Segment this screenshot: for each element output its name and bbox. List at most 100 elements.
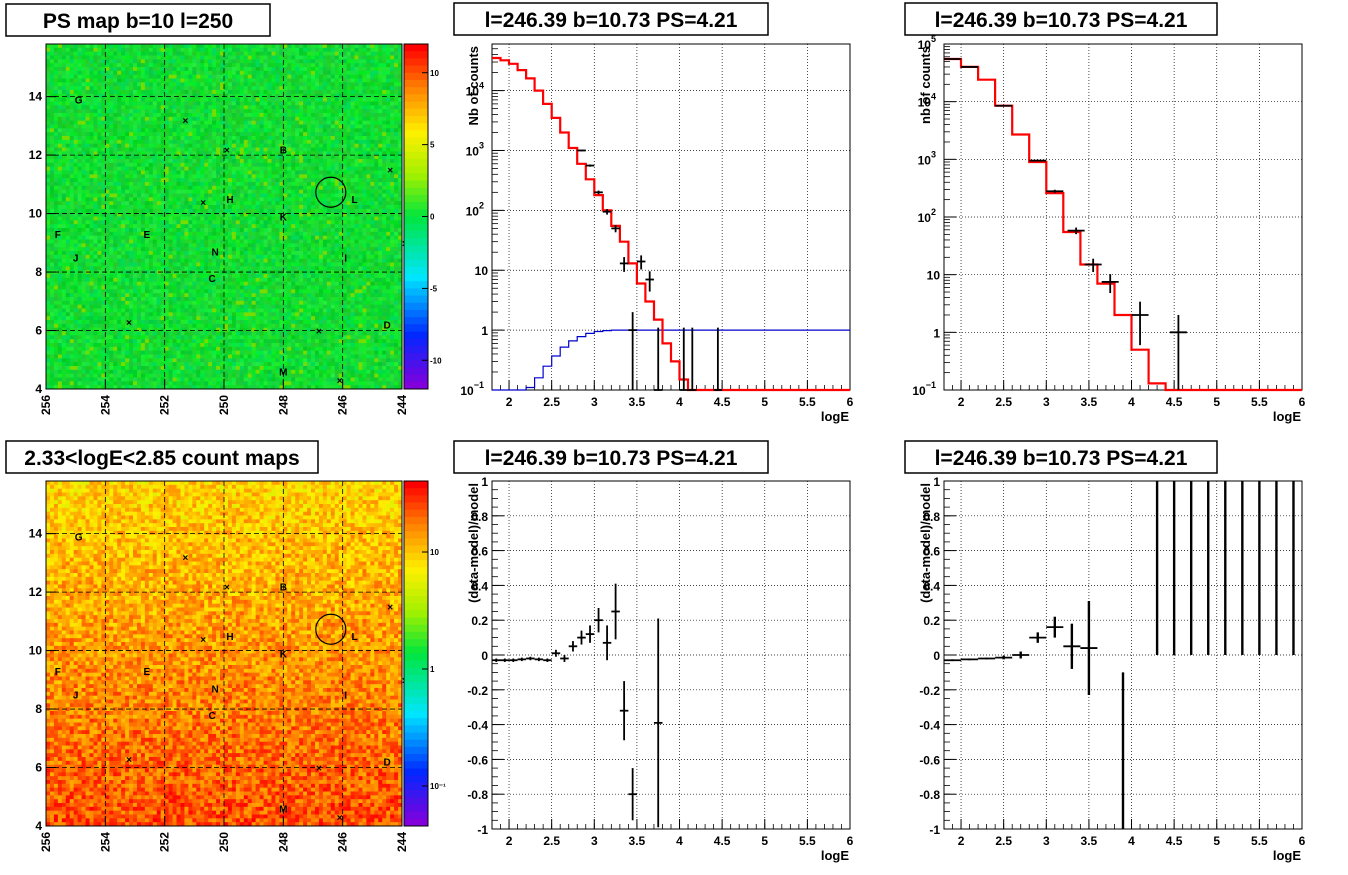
- heatmap-cell: [188, 231, 193, 237]
- heatmap-cell: [192, 189, 197, 194]
- heatmap-cell: [259, 159, 265, 164]
- heatmap-cell: [156, 343, 162, 348]
- heatmap-cell: [200, 170, 205, 175]
- heatmap-cell: [212, 362, 217, 367]
- heatmap-cell: [144, 67, 150, 72]
- heatmap-cell: [251, 239, 257, 244]
- heatmap-cell: [247, 346, 253, 352]
- heatmap-cell: [81, 44, 87, 49]
- heatmap-cell: [208, 247, 213, 252]
- heatmap-cell: [235, 274, 241, 279]
- heatmap-cell: [65, 354, 71, 359]
- heatmap-cell: [152, 266, 158, 271]
- heatmap-cell: [49, 51, 55, 56]
- heatmap-cell: [85, 258, 91, 263]
- heatmap-cell: [231, 120, 237, 125]
- heatmap-cell: [227, 109, 233, 114]
- heatmap-cell: [85, 82, 91, 87]
- heatmap-cell: [184, 174, 189, 179]
- heatmap-cell: [204, 343, 209, 348]
- heatmap-cell: [184, 297, 189, 302]
- heatmap-cell: [121, 93, 126, 99]
- heatmap-cell: [259, 293, 265, 298]
- heatmap-cell: [125, 228, 130, 233]
- heatmap-cell: [168, 239, 174, 244]
- heatmap-cell: [259, 70, 265, 76]
- heatmap-cell: [231, 373, 237, 378]
- heatmap-cell: [192, 362, 197, 367]
- heatmap-cell: [53, 220, 59, 225]
- heatmap-cell: [113, 166, 118, 171]
- heatmap-cell: [81, 185, 87, 191]
- heatmap-cell: [227, 174, 233, 179]
- heatmap-cell: [212, 224, 217, 229]
- heatmap-cell: [69, 155, 75, 160]
- heatmap-cell: [208, 86, 213, 91]
- heatmap-cell: [239, 174, 245, 179]
- heatmap-cell: [235, 189, 241, 194]
- heatmap-cell: [148, 339, 154, 344]
- heatmap-cell: [184, 366, 189, 371]
- heatmap-cell: [46, 323, 51, 329]
- heatmap-cell: [168, 97, 174, 102]
- heatmap-cell: [220, 266, 225, 271]
- heatmap-cell: [97, 162, 102, 168]
- heatmap-cell: [188, 274, 193, 279]
- heatmap-cell: [148, 373, 154, 378]
- heatmap-cell: [136, 63, 142, 68]
- heatmap-cell: [85, 90, 91, 95]
- heatmap-cell: [160, 366, 166, 371]
- heatmap-cell: [243, 116, 249, 122]
- heatmap-cell: [93, 266, 98, 271]
- heatmap-cell: [212, 174, 217, 179]
- heatmap-cell: [148, 162, 154, 168]
- heatmap-cell: [46, 113, 51, 118]
- heatmap-cell: [243, 74, 249, 79]
- heatmap-cell: [73, 289, 79, 294]
- heatmap-cell: [125, 105, 130, 110]
- heatmap-cell: [140, 373, 146, 378]
- heatmap-cell: [69, 243, 75, 248]
- heatmap-cell: [144, 193, 150, 198]
- heatmap-cell: [243, 304, 249, 309]
- heatmap-cell: [239, 97, 245, 102]
- heatmap-cell: [196, 228, 201, 233]
- heatmap-cell: [212, 300, 217, 306]
- heatmap-cell: [69, 124, 75, 129]
- heatmap-cell: [133, 354, 138, 359]
- heatmap-cell: [259, 308, 265, 313]
- heatmap-cell: [243, 189, 249, 194]
- heatmap-cell: [251, 247, 257, 252]
- heatmap-cell: [129, 350, 134, 355]
- heatmap-cell: [46, 189, 51, 194]
- heatmap-cell: [184, 197, 189, 202]
- heatmap-cell: [204, 70, 209, 76]
- heatmap-cell: [133, 124, 138, 129]
- heatmap-cell: [61, 124, 67, 129]
- heatmap-cell: [69, 320, 75, 325]
- heatmap-cell: [239, 335, 245, 340]
- heatmap-cell: [212, 262, 217, 267]
- heatmap-cell: [168, 82, 174, 87]
- heatmap-cell: [53, 293, 59, 298]
- heatmap-cell: [227, 335, 233, 340]
- heatmap-cell: [247, 339, 253, 344]
- heatmap-cell: [129, 377, 134, 382]
- heatmap-cell: [109, 170, 114, 175]
- heatmap-cell: [77, 369, 83, 375]
- heatmap-cell: [243, 185, 249, 191]
- heatmap-cell: [81, 362, 87, 367]
- heatmap-cell: [247, 220, 253, 225]
- heatmap-cell: [117, 385, 122, 390]
- heatmap-cell: [227, 143, 233, 148]
- heatmap-cell: [65, 97, 71, 102]
- heatmap-cell: [243, 166, 249, 171]
- heatmap-cell: [140, 67, 146, 72]
- heatmap-cell: [259, 235, 265, 240]
- heatmap-cell: [259, 116, 265, 122]
- heatmap-cell: [220, 254, 225, 260]
- heatmap-cell: [204, 377, 209, 382]
- heatmap-cell: [255, 139, 261, 145]
- heatmap-cell: [101, 101, 106, 106]
- heatmap-cell: [208, 151, 213, 156]
